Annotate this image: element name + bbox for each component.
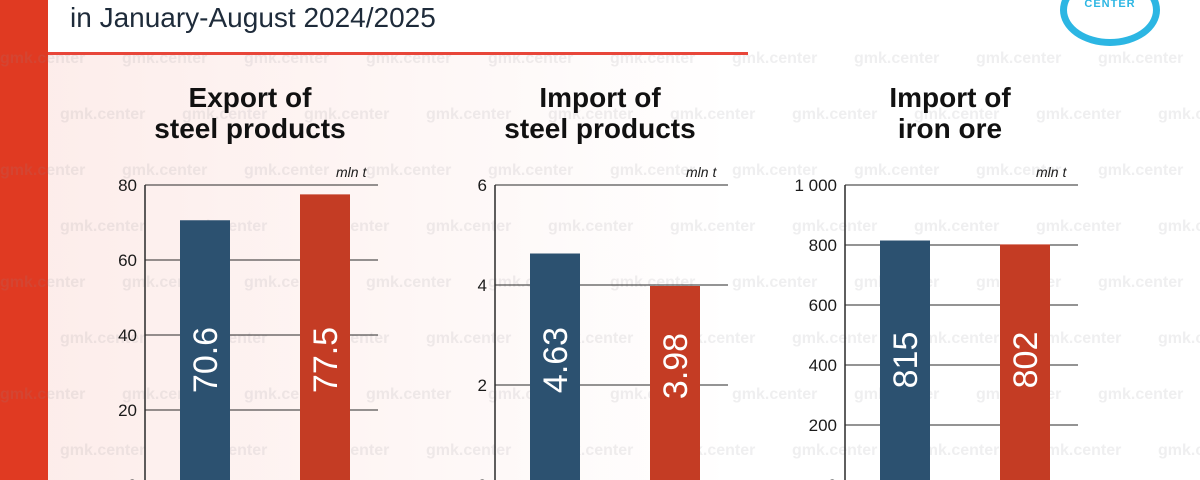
y-tick-label: 200	[809, 416, 837, 435]
bar-2024	[530, 253, 580, 480]
bar-2024	[880, 240, 930, 480]
unit-label: mln t	[1036, 164, 1067, 180]
y-tick-label: 600	[809, 296, 837, 315]
flag-strip	[0, 0, 48, 480]
chart-title-import-steel: Import of steel products	[450, 82, 750, 144]
chart-title-export-steel: Export of steel products	[100, 82, 400, 144]
y-tick-label: 2	[478, 376, 487, 395]
bar-value-label: 802	[1007, 332, 1045, 389]
y-tick-label: 6	[478, 176, 487, 195]
bar-value-label: 70.6	[187, 327, 225, 393]
bar-value-label: 4.63	[537, 327, 575, 393]
y-tick-label: 0	[478, 476, 487, 480]
unit-label: mln t	[336, 164, 367, 180]
bar-2025	[650, 286, 700, 480]
chart-title-line: iron ore	[897, 113, 1003, 144]
y-tick-label: 40	[118, 326, 137, 345]
chart-title-line: Import of	[539, 82, 661, 113]
chart-title-line: Import of	[889, 82, 1011, 113]
y-tick-label: 1 000	[794, 176, 837, 195]
bar-value-label: 815	[887, 332, 925, 389]
y-tick-label: 800	[809, 236, 837, 255]
chart-title-line: steel products	[154, 113, 346, 144]
bar-2024	[180, 220, 230, 480]
y-tick-label: 80	[118, 176, 137, 195]
logo-text: CENTER	[1084, 0, 1136, 10]
unit-label: mln t	[686, 164, 717, 180]
y-tick-label: 20	[118, 401, 137, 420]
y-tick-label: 400	[809, 356, 837, 375]
y-tick-label: 60	[118, 251, 137, 270]
title-bar	[48, 0, 748, 55]
bar-2025	[300, 194, 350, 480]
chart-title-import-ore: Import of iron ore	[800, 82, 1100, 144]
page-title: in January-August 2024/2025	[70, 2, 436, 33]
y-tick-label: 0	[128, 476, 137, 480]
chart-title-line: steel products	[504, 113, 696, 144]
chart-title-line: Export of	[188, 82, 312, 113]
bar-value-label: 3.98	[657, 333, 695, 399]
bar-value-label: 77.5	[307, 327, 345, 393]
y-tick-label: 4	[478, 276, 487, 295]
y-tick-label: 0	[828, 476, 837, 480]
bar-2025	[1000, 244, 1050, 480]
